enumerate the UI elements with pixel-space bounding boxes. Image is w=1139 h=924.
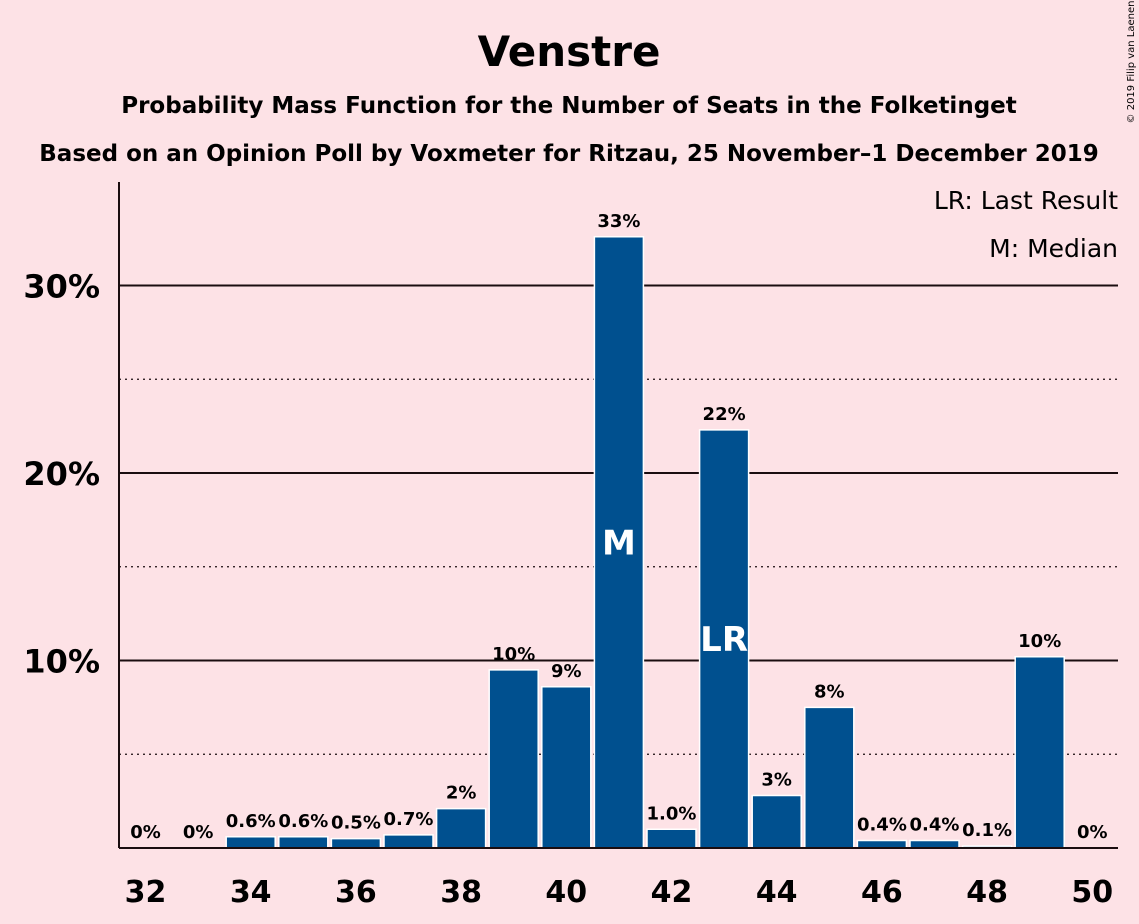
bar-36 [330,837,382,849]
bars [225,236,1065,849]
copyright-notice: © 2019 Filip van Laenen [1126,1,1137,124]
x-tick-label: 50 [1071,875,1113,910]
data-label-39: 10% [492,644,535,665]
data-label-35: 0.6% [278,811,328,832]
data-label-37: 0.7% [384,809,434,830]
data-labels: 0% 0%0.6% 0.6% 0.5% 0.7%2%10%9%33%1.0%22%3%8… [130,211,1107,843]
bar-38 [435,807,487,849]
x-tick-label: 36 [335,875,377,910]
data-label-32: 0% [130,822,161,843]
bar-46 [856,839,908,849]
bar-39 [488,669,539,849]
bar-40 [541,686,592,849]
chart-subtitle: Probability Mass Function for the Number… [121,93,1017,119]
marker-m: M [602,523,636,563]
bar-45 [804,706,855,849]
axes [118,182,1118,849]
x-tick-label: 46 [861,875,903,910]
bar-34 [225,836,276,849]
x-tick-label: 44 [756,875,798,910]
data-label-33: 0% [183,822,214,843]
data-label-43: 22% [703,404,746,425]
data-label-49: 10% [1018,631,1061,652]
chart-subtitle-source: Based on an Opinion Poll by Voxmeter for… [39,141,1098,167]
x-tick-label: 32 [125,875,167,910]
data-label-48: 0.1% [962,820,1012,841]
x-tick-label: 42 [651,875,693,910]
y-tick-label: 20% [23,455,100,493]
data-label-40: 9% [551,661,582,682]
data-label-42: 1.0% [647,803,697,824]
bar-42 [646,828,697,849]
legend-median: M: Median [989,234,1118,263]
data-label-41: 33% [597,211,640,232]
x-tick-label: 38 [440,875,482,910]
y-tick-label: 10% [23,643,100,681]
y-tick-labels: 10% 20% 30% [23,268,100,681]
bar-41 [593,236,645,849]
bar-markers: M LR [602,523,748,660]
data-label-50: 0% [1077,822,1108,843]
x-tick-label: 48 [966,875,1008,910]
data-label-44: 3% [761,770,792,791]
bar-47 [909,839,960,849]
y-tick-label: 30% [23,268,100,306]
data-label-38: 2% [446,783,477,804]
bar-44 [751,794,802,849]
x-tick-labels: 32 34 36 38 40 42 44 46 48 50 [125,875,1114,910]
x-tick-label: 34 [230,875,272,910]
data-label-45: 8% [814,681,845,702]
bar-35 [278,836,329,849]
bar-37 [383,834,434,849]
data-label-46: 0.4% [857,815,907,836]
data-label-36: 0.5% [331,813,381,834]
chart-title: Venstre [478,27,661,76]
marker-lr: LR [700,620,748,660]
bar-49 [1014,656,1065,849]
data-label-34: 0.6% [226,811,276,832]
x-tick-label: 40 [545,875,587,910]
data-label-47: 0.4% [910,815,960,836]
legend-last-result: LR: Last Result [934,186,1118,215]
